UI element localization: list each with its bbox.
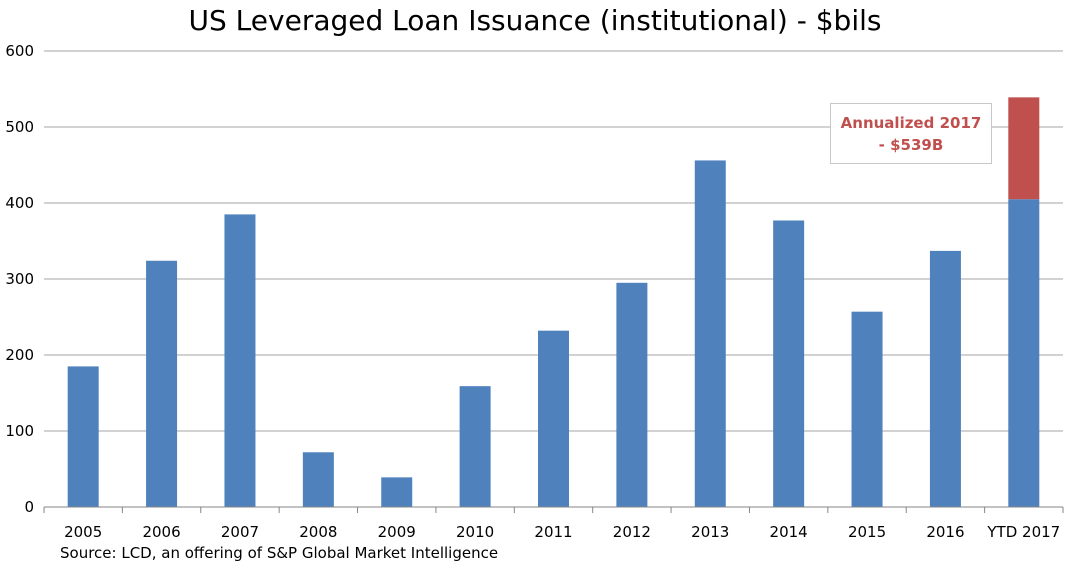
x-tick-label: 2006 — [142, 523, 180, 541]
bar-annualized — [1008, 97, 1040, 200]
x-tick-label: YTD 2017 — [986, 523, 1060, 541]
bar — [381, 477, 413, 507]
y-tick-label: 200 — [5, 346, 34, 364]
y-tick-label: 500 — [5, 118, 34, 136]
bar — [1008, 199, 1040, 507]
x-tick-label: 2012 — [613, 523, 651, 541]
bar — [929, 250, 961, 507]
bar — [694, 160, 726, 507]
x-tick-label: 2015 — [848, 523, 886, 541]
bar — [773, 220, 805, 508]
bar — [67, 366, 99, 507]
bar — [851, 311, 883, 507]
x-axis — [43, 506, 1064, 513]
y-tick-label: 400 — [5, 194, 34, 212]
x-tick-label: 2011 — [534, 523, 572, 541]
x-tick-label: 2016 — [926, 523, 964, 541]
bar — [146, 260, 178, 507]
y-tick-label: 600 — [5, 42, 34, 60]
y-tick-label: 300 — [5, 270, 34, 288]
annualized-annotation: Annualized 2017 - $539B — [830, 103, 992, 164]
bar — [538, 330, 569, 507]
x-tick-label: 2013 — [691, 523, 729, 541]
bar — [616, 282, 648, 507]
chart-title: US Leveraged Loan Issuance (institutiona… — [188, 4, 882, 37]
y-tick-label: 0 — [24, 498, 34, 516]
x-tick-label: 2014 — [770, 523, 808, 541]
y-tick-label: 100 — [5, 422, 34, 440]
bar — [302, 452, 334, 507]
x-axis-ticks: 2005 2006 2007 2008 2009 2010 2011 2012 2013 2014… — [64, 523, 1060, 541]
x-tick-label: 2010 — [456, 523, 494, 541]
x-tick-label: 2007 — [221, 523, 259, 541]
source-note: Source: LCD, an offering of S&P Global M… — [60, 544, 499, 562]
y-axis-ticks: 0 100 200 300 400 500 600 — [5, 42, 34, 516]
bars — [67, 97, 1040, 508]
bar — [224, 214, 256, 507]
x-tick-label: 2005 — [64, 523, 102, 541]
bar — [459, 386, 491, 507]
x-tick-label: 2008 — [299, 523, 337, 541]
x-tick-label: 2009 — [378, 523, 416, 541]
